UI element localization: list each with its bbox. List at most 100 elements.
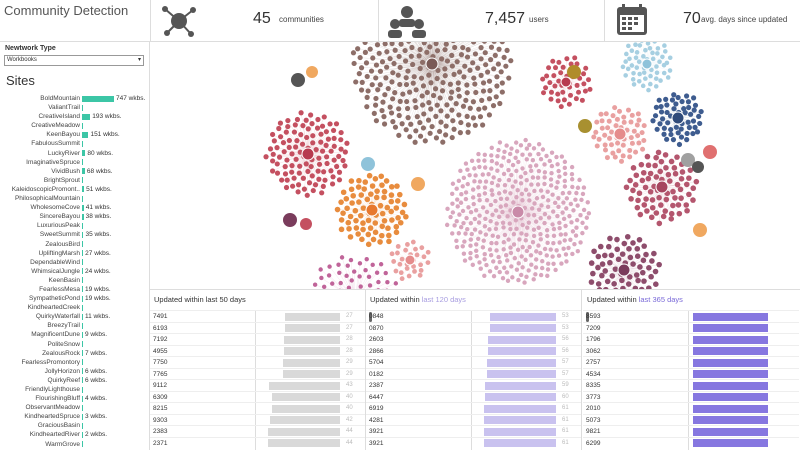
network-node[interactable] <box>692 102 699 108</box>
site-row[interactable]: JollyHorizon 6 wkbs. <box>0 367 150 376</box>
network-node[interactable] <box>536 225 541 230</box>
network-node[interactable] <box>621 240 628 247</box>
network-node[interactable] <box>516 261 521 266</box>
network-node[interactable] <box>549 150 555 155</box>
site-bar[interactable] <box>82 350 83 357</box>
network-node[interactable] <box>330 281 335 286</box>
site-bar[interactable] <box>82 422 83 429</box>
site-row[interactable]: WholesomeCove 41 wkbs. <box>0 203 150 212</box>
network-node[interactable] <box>547 80 553 86</box>
network-node[interactable] <box>657 121 663 127</box>
network-node[interactable] <box>478 266 483 271</box>
network-node[interactable] <box>480 205 486 210</box>
network-node[interactable] <box>599 272 605 279</box>
network-node[interactable] <box>407 89 413 95</box>
network-node[interactable] <box>633 272 640 278</box>
network-node[interactable] <box>424 49 430 55</box>
scrollbar-thumb[interactable] <box>586 312 589 322</box>
network-node[interactable] <box>499 80 505 86</box>
network-node[interactable] <box>650 56 656 62</box>
network-node[interactable] <box>282 163 288 170</box>
network-node[interactable] <box>462 258 468 263</box>
network-node[interactable] <box>324 160 330 167</box>
network-node[interactable] <box>283 213 297 227</box>
network-node[interactable] <box>482 273 487 278</box>
network-node[interactable] <box>526 192 532 197</box>
network-node[interactable] <box>577 177 582 183</box>
network-node[interactable] <box>346 285 352 290</box>
table-row[interactable]: 2010 <box>583 402 799 414</box>
network-node[interactable] <box>461 251 467 256</box>
network-node[interactable] <box>333 121 340 127</box>
table-row[interactable]: 0870 53 <box>366 321 581 334</box>
site-row[interactable]: UpliftingMarsh 27 wkbs. <box>0 249 150 258</box>
network-node[interactable] <box>631 70 636 76</box>
table-row[interactable]: 2371 44 <box>150 436 365 449</box>
network-node[interactable] <box>444 102 450 108</box>
network-node[interactable] <box>520 222 525 228</box>
network-node[interactable] <box>487 88 493 94</box>
network-node[interactable] <box>501 54 507 60</box>
network-node[interactable] <box>629 112 635 118</box>
table-row[interactable]: 0848 53 <box>366 310 581 322</box>
network-node[interactable] <box>372 102 379 108</box>
network-node[interactable] <box>656 261 662 268</box>
site-bar[interactable] <box>82 431 83 438</box>
network-node[interactable] <box>276 154 283 160</box>
network-node[interactable] <box>513 155 518 161</box>
network-node[interactable] <box>285 123 291 130</box>
network-node[interactable] <box>578 212 583 218</box>
network-node[interactable] <box>300 123 306 129</box>
network-node[interactable] <box>647 45 653 51</box>
network-node[interactable] <box>665 120 671 126</box>
network-node[interactable] <box>629 63 635 68</box>
network-node[interactable] <box>487 247 493 252</box>
network-node[interactable] <box>498 69 504 75</box>
network-node[interactable] <box>455 86 461 93</box>
network-node[interactable] <box>652 268 659 275</box>
network-node[interactable] <box>655 51 660 56</box>
network-node[interactable] <box>427 44 433 50</box>
network-node[interactable] <box>289 169 295 175</box>
site-row[interactable]: DependableWind <box>0 258 150 267</box>
network-node[interactable] <box>527 152 533 157</box>
network-node[interactable] <box>418 262 424 268</box>
network-node[interactable] <box>482 257 487 262</box>
network-node[interactable] <box>672 170 679 177</box>
network-node[interactable] <box>646 285 652 290</box>
network-node[interactable] <box>388 198 395 205</box>
network-node[interactable] <box>643 47 648 53</box>
site-bar[interactable] <box>82 304 83 311</box>
network-node[interactable] <box>472 122 478 128</box>
network-node[interactable] <box>430 92 437 99</box>
network-node[interactable] <box>465 129 471 135</box>
network-node[interactable] <box>665 75 671 80</box>
network-node[interactable] <box>394 183 400 189</box>
network-node[interactable] <box>630 240 636 246</box>
network-node[interactable] <box>395 244 401 249</box>
site-bar[interactable] <box>82 386 83 393</box>
network-node[interactable] <box>602 252 608 259</box>
network-node[interactable] <box>480 172 485 177</box>
network-node[interactable] <box>442 47 448 53</box>
network-node[interactable] <box>358 87 365 93</box>
network-node[interactable] <box>634 204 641 211</box>
network-node[interactable] <box>470 262 475 268</box>
table-row[interactable]: 2757 <box>583 356 799 368</box>
network-node[interactable] <box>450 181 456 186</box>
network-node[interactable] <box>502 265 507 270</box>
network-node[interactable] <box>435 67 441 73</box>
network-node[interactable] <box>496 147 501 153</box>
network-node[interactable] <box>338 137 344 143</box>
network-node[interactable] <box>381 121 388 127</box>
network-node[interactable] <box>564 196 570 201</box>
network-node[interactable] <box>482 224 488 229</box>
network-node[interactable] <box>506 158 511 164</box>
network-node[interactable] <box>478 45 484 51</box>
table-row[interactable]: 7209 <box>583 321 799 334</box>
network-node[interactable] <box>463 231 468 236</box>
network-node[interactable] <box>413 128 419 134</box>
network-node[interactable] <box>330 174 336 180</box>
community-hub-node[interactable] <box>425 57 439 71</box>
network-node[interactable] <box>474 248 479 254</box>
